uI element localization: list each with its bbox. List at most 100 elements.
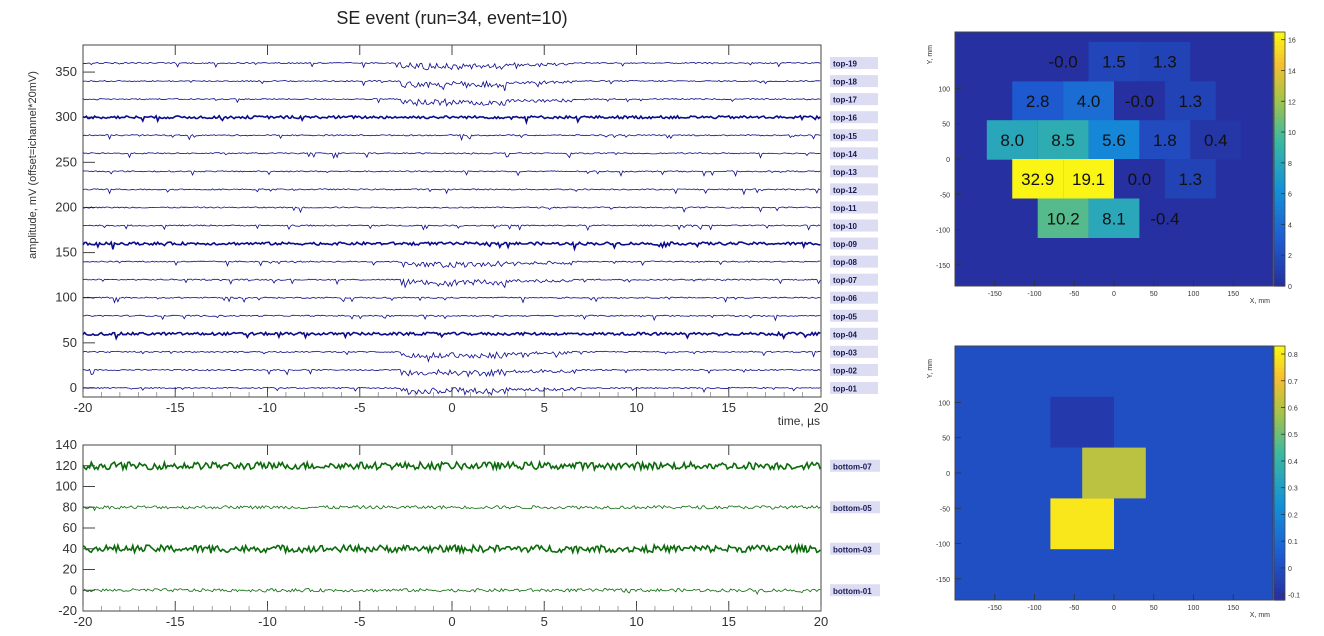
top-waveform-panel: top-01 top-02 top-03 top-04 top-05 top-06 top-… <box>27 44 878 428</box>
map-cell <box>986 120 1038 160</box>
top-traces <box>82 61 821 396</box>
map-cell-label: -0.0 <box>1048 53 1077 72</box>
colorbar-segment <box>1274 506 1285 512</box>
waveform-top-01 <box>83 386 821 396</box>
colorbar-segment <box>1274 358 1285 364</box>
colorbar-segment <box>1274 154 1285 160</box>
x-tick-label: 15 <box>722 614 736 629</box>
channel-label-bg <box>830 381 878 394</box>
top-map-colorbar: 0 2 4 6 8 10 12 14 16 <box>1273 31 1296 291</box>
map-y-tick-label: -100 <box>936 542 950 549</box>
colorbar-segment <box>1274 40 1285 46</box>
colorbar-segment <box>1274 413 1285 419</box>
colorbar-segment <box>1274 434 1285 440</box>
x-tick-label: 10 <box>629 400 643 415</box>
colorbar-tick-label: 16 <box>1288 38 1296 45</box>
colorbar-segment <box>1274 367 1285 372</box>
map-cell-label: 1.5 <box>1102 53 1126 72</box>
colorbar-segment <box>1274 460 1285 466</box>
map-cell-label: 5.6 <box>1102 131 1126 150</box>
waveform-top-14 <box>82 152 821 160</box>
colorbar-segment <box>1274 201 1285 207</box>
colorbar-segment <box>1274 120 1285 126</box>
map-cell <box>1037 120 1089 160</box>
colorbar-segment <box>1274 549 1285 555</box>
x-tick-label: -5 <box>354 614 366 629</box>
channel-label: top-11 <box>833 204 857 213</box>
channel-label-bg <box>830 584 880 597</box>
colorbar-segment <box>1274 405 1285 411</box>
colorbar-segment <box>1274 197 1285 202</box>
channel-label: top-12 <box>833 186 858 195</box>
colorbar-segment <box>1274 103 1285 109</box>
map-cell <box>1050 396 1114 448</box>
colorbar-segment <box>1274 447 1285 453</box>
waveform-top-07 <box>82 278 821 289</box>
channel-label: top-15 <box>833 132 858 141</box>
waveform-top-12 <box>82 188 821 196</box>
colorbar-border <box>1273 31 1286 287</box>
channel-label: top-06 <box>833 294 858 303</box>
colorbar-segment <box>1274 477 1285 483</box>
bottom-axis-ticks <box>82 444 822 612</box>
map-cell-label: 2.8 <box>1026 92 1050 111</box>
colorbar-segment <box>1274 48 1285 54</box>
bottom-map-ticks: -150 -100 -50 0 50 100 150 -150 -100 -50 0 50 100 <box>936 400 1239 612</box>
colorbar-segment <box>1274 70 1285 75</box>
colorbar-segment <box>1274 277 1285 283</box>
colorbar-segment <box>1274 511 1285 516</box>
bottom-waveform-panel: bottom-01 bottom-03 bottom-05 bottom-07 -20… <box>55 437 880 629</box>
colorbar-segment <box>1274 53 1285 58</box>
top-x-tick-labels: -20 -15 -10 -5 0 5 10 15 20 <box>74 400 829 415</box>
map-cell <box>1114 81 1165 121</box>
waveform-top-08 <box>82 260 821 269</box>
map-cell-label: 8.0 <box>1000 131 1024 150</box>
waveform-top-18 <box>82 79 821 92</box>
colorbar-border <box>1273 345 1286 601</box>
colorbar-segment <box>1274 222 1285 228</box>
waveform-top-13 <box>82 170 821 177</box>
y-tick-label: 0 <box>70 582 77 597</box>
colorbar-segment <box>1274 557 1285 563</box>
colorbar-segment <box>1274 375 1285 381</box>
colorbar-tick-label: 0.1 <box>1288 539 1298 546</box>
map-cell <box>1139 198 1191 239</box>
channel-label: bottom-01 <box>833 587 872 596</box>
waveform-top-03 <box>82 350 821 363</box>
waveform-top-17 <box>82 97 821 107</box>
map-y-tick-label: 0 <box>946 471 950 478</box>
colorbar-tick-label: 0.5 <box>1288 432 1298 439</box>
channel-label: bottom-07 <box>833 462 872 471</box>
colorbar-segment <box>1274 184 1285 190</box>
channel-label: top-16 <box>833 114 858 123</box>
map-x-tick-label: -100 <box>1027 605 1041 612</box>
map-cell <box>1088 41 1140 82</box>
channel-label: top-05 <box>833 312 858 321</box>
channel-label-bg <box>830 165 878 178</box>
map-y-tick-label: -150 <box>936 263 950 270</box>
map-cell <box>1190 120 1242 160</box>
colorbar-tick-label: 0.8 <box>1288 352 1298 359</box>
colorbar-tick-label: -0.1 <box>1288 593 1300 600</box>
colorbar-segment <box>1274 146 1285 152</box>
colorbar-segment <box>1274 171 1285 177</box>
map-cell <box>1139 120 1191 160</box>
colorbar-segment <box>1274 464 1285 470</box>
colorbar-segment <box>1274 61 1285 67</box>
channel-label-bg <box>830 57 878 70</box>
map-cell <box>1088 120 1140 160</box>
colorbar-segment <box>1274 209 1285 215</box>
map-cell-label: 32.9 <box>1021 170 1054 189</box>
colorbar-segment <box>1274 239 1285 245</box>
map-cell-label: 8.5 <box>1051 131 1075 150</box>
colorbar-segment <box>1274 235 1285 241</box>
y-tick-label: 100 <box>55 290 77 305</box>
colorbar-tick-label: 0 <box>1288 566 1292 573</box>
colorbar-tick-label: 12 <box>1288 99 1296 106</box>
map-cell <box>1139 41 1191 82</box>
colorbar-segment <box>1274 175 1285 181</box>
map-x-tick-label: 100 <box>1188 605 1200 612</box>
colorbar-segment <box>1274 570 1285 576</box>
waveform-top-10 <box>82 224 821 232</box>
